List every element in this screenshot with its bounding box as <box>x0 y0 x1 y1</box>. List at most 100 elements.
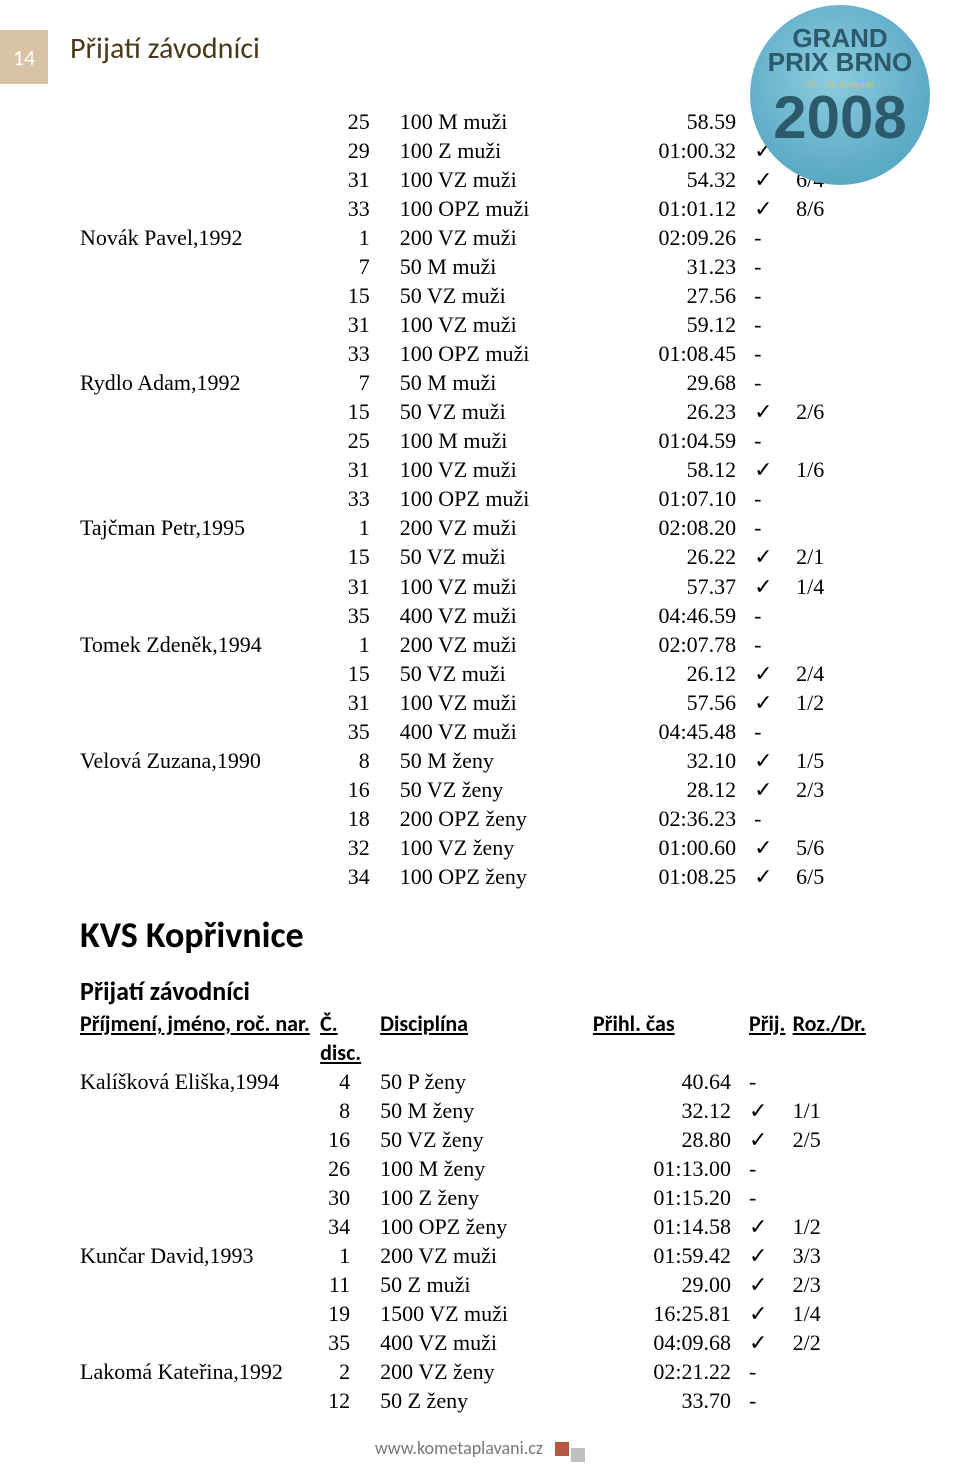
heat-lane <box>793 1154 880 1183</box>
accepted-check: ✓ <box>754 775 796 804</box>
competitor-name <box>80 717 311 746</box>
result-row: 31100 VZ muži58.12✓1/6 <box>80 455 880 484</box>
competitor-name <box>80 1183 320 1212</box>
heat-lane <box>793 1386 880 1415</box>
entry-time: 59.12 <box>604 310 754 339</box>
competitor-name <box>80 659 311 688</box>
entry-time: 01:00.60 <box>604 833 754 862</box>
result-row: 26100 M ženy01:13.00- <box>80 1154 880 1183</box>
entry-time: 04:46.59 <box>604 601 754 630</box>
result-row: Tomek Zdeněk,19941200 VZ muži02:07.78- <box>80 630 880 659</box>
heat-lane <box>796 252 880 281</box>
event-name: 100 VZ muži <box>400 165 604 194</box>
competitor-name <box>80 426 311 455</box>
accepted-check: ✓ <box>754 746 796 775</box>
not-accepted-dash: - <box>754 339 796 368</box>
event-name: 50 Z ženy <box>380 1386 593 1415</box>
competitor-name <box>80 542 311 571</box>
not-accepted-dash: - <box>754 368 796 397</box>
top-results-table: 25100 M muži58.59✓4/429100 Z muži01:00.3… <box>80 107 880 891</box>
event-name: 50 M ženy <box>380 1096 593 1125</box>
discipline-number: 35 <box>311 717 400 746</box>
entry-time: 01:08.45 <box>604 339 754 368</box>
heat-lane <box>796 513 880 542</box>
heat-lane: 5/6 <box>796 833 880 862</box>
event-name: 200 VZ muži <box>400 630 604 659</box>
result-row: 18200 OPZ ženy02:36.23- <box>80 804 880 833</box>
header-disc: Č. disc. <box>320 1009 380 1067</box>
not-accepted-dash: - <box>749 1154 793 1183</box>
event-name: 50 VZ muži <box>400 281 604 310</box>
result-row: 34100 OPZ ženy01:08.25✓6/5 <box>80 862 880 891</box>
discipline-number: 35 <box>320 1328 380 1357</box>
entry-time: 32.10 <box>604 746 754 775</box>
footer-link: www.kometaplavani.cz <box>375 1437 543 1459</box>
event-name: 100 OPZ muži <box>400 484 604 513</box>
event-name: 50 M muži <box>400 368 604 397</box>
entry-time: 28.80 <box>593 1125 749 1154</box>
entry-time: 27.56 <box>604 281 754 310</box>
not-accepted-dash: - <box>749 1067 793 1096</box>
heat-lane <box>796 630 880 659</box>
result-row: Kalíšková Eliška,1994450 P ženy40.64- <box>80 1067 880 1096</box>
discipline-number: 15 <box>311 397 400 426</box>
competitor-name <box>80 833 311 862</box>
event-name: 100 VZ muži <box>400 455 604 484</box>
event-name: 50 VZ ženy <box>400 775 604 804</box>
result-row: 750 M muži31.23- <box>80 252 880 281</box>
entry-time: 29.00 <box>593 1270 749 1299</box>
heat-lane <box>796 484 880 513</box>
heat-lane: 2/3 <box>796 775 880 804</box>
event-name: 50 VZ ženy <box>380 1125 593 1154</box>
entry-time: 31.23 <box>604 252 754 281</box>
heat-lane: 1/5 <box>796 746 880 775</box>
discipline-number: 16 <box>311 775 400 804</box>
not-accepted-dash: - <box>754 426 796 455</box>
entry-time: 29.68 <box>604 368 754 397</box>
footer-square-1 <box>555 1442 569 1456</box>
accepted-check: ✓ <box>749 1270 793 1299</box>
section-heading: KVS Kopřivnice <box>80 913 880 957</box>
heat-lane: 1/2 <box>796 688 880 717</box>
competitor-name: Rydlo Adam,1992 <box>80 368 311 397</box>
page: 14 Přijatí závodníci GRAND PRIX BRNO 22.… <box>0 0 960 1479</box>
accepted-check: ✓ <box>754 542 796 571</box>
not-accepted-dash: - <box>754 513 796 542</box>
discipline-number: 7 <box>311 368 400 397</box>
not-accepted-dash: - <box>749 1386 793 1415</box>
discipline-number: 1 <box>320 1241 380 1270</box>
not-accepted-dash: - <box>749 1357 793 1386</box>
event-name: 200 VZ ženy <box>380 1357 593 1386</box>
result-row: 31100 VZ muži59.12- <box>80 310 880 339</box>
not-accepted-dash: - <box>754 630 796 659</box>
competitor-name: Lakomá Kateřina,1992 <box>80 1357 320 1386</box>
accepted-check: ✓ <box>754 194 796 223</box>
result-row: 30100 Z ženy01:15.20- <box>80 1183 880 1212</box>
discipline-number: 12 <box>320 1386 380 1415</box>
event-name: 200 OPZ ženy <box>400 804 604 833</box>
not-accepted-dash: - <box>754 484 796 513</box>
header-event: Disciplína <box>380 1009 593 1067</box>
result-row: Lakomá Kateřina,19922200 VZ ženy02:21.22… <box>80 1357 880 1386</box>
entry-time: 02:09.26 <box>604 223 754 252</box>
competitor-name <box>80 775 311 804</box>
event-name: 100 M muži <box>400 107 604 136</box>
heat-lane <box>793 1067 880 1096</box>
result-row: 35400 VZ muži04:46.59- <box>80 601 880 630</box>
heat-lane: 1/4 <box>793 1299 880 1328</box>
discipline-number: 11 <box>320 1270 380 1299</box>
heat-lane <box>793 1183 880 1212</box>
competitor-name <box>80 1125 320 1154</box>
discipline-number: 31 <box>311 572 400 601</box>
result-row: 191500 VZ muži16:25.81✓1/4 <box>80 1299 880 1328</box>
competitor-name: Kunčar David,1993 <box>80 1241 320 1270</box>
result-row: Velová Zuzana,1990850 M ženy32.10✓1/5 <box>80 746 880 775</box>
discipline-number: 1 <box>311 630 400 659</box>
event-name: 100 VZ ženy <box>400 833 604 862</box>
result-row: 32100 VZ ženy01:00.60✓5/6 <box>80 833 880 862</box>
not-accepted-dash: - <box>749 1183 793 1212</box>
logo-circle: GRAND PRIX BRNO 22. - 23. listopadu 2008 <box>750 5 930 185</box>
discipline-number: 33 <box>311 484 400 513</box>
entry-time: 02:08.20 <box>604 513 754 542</box>
discipline-number: 30 <box>320 1183 380 1212</box>
